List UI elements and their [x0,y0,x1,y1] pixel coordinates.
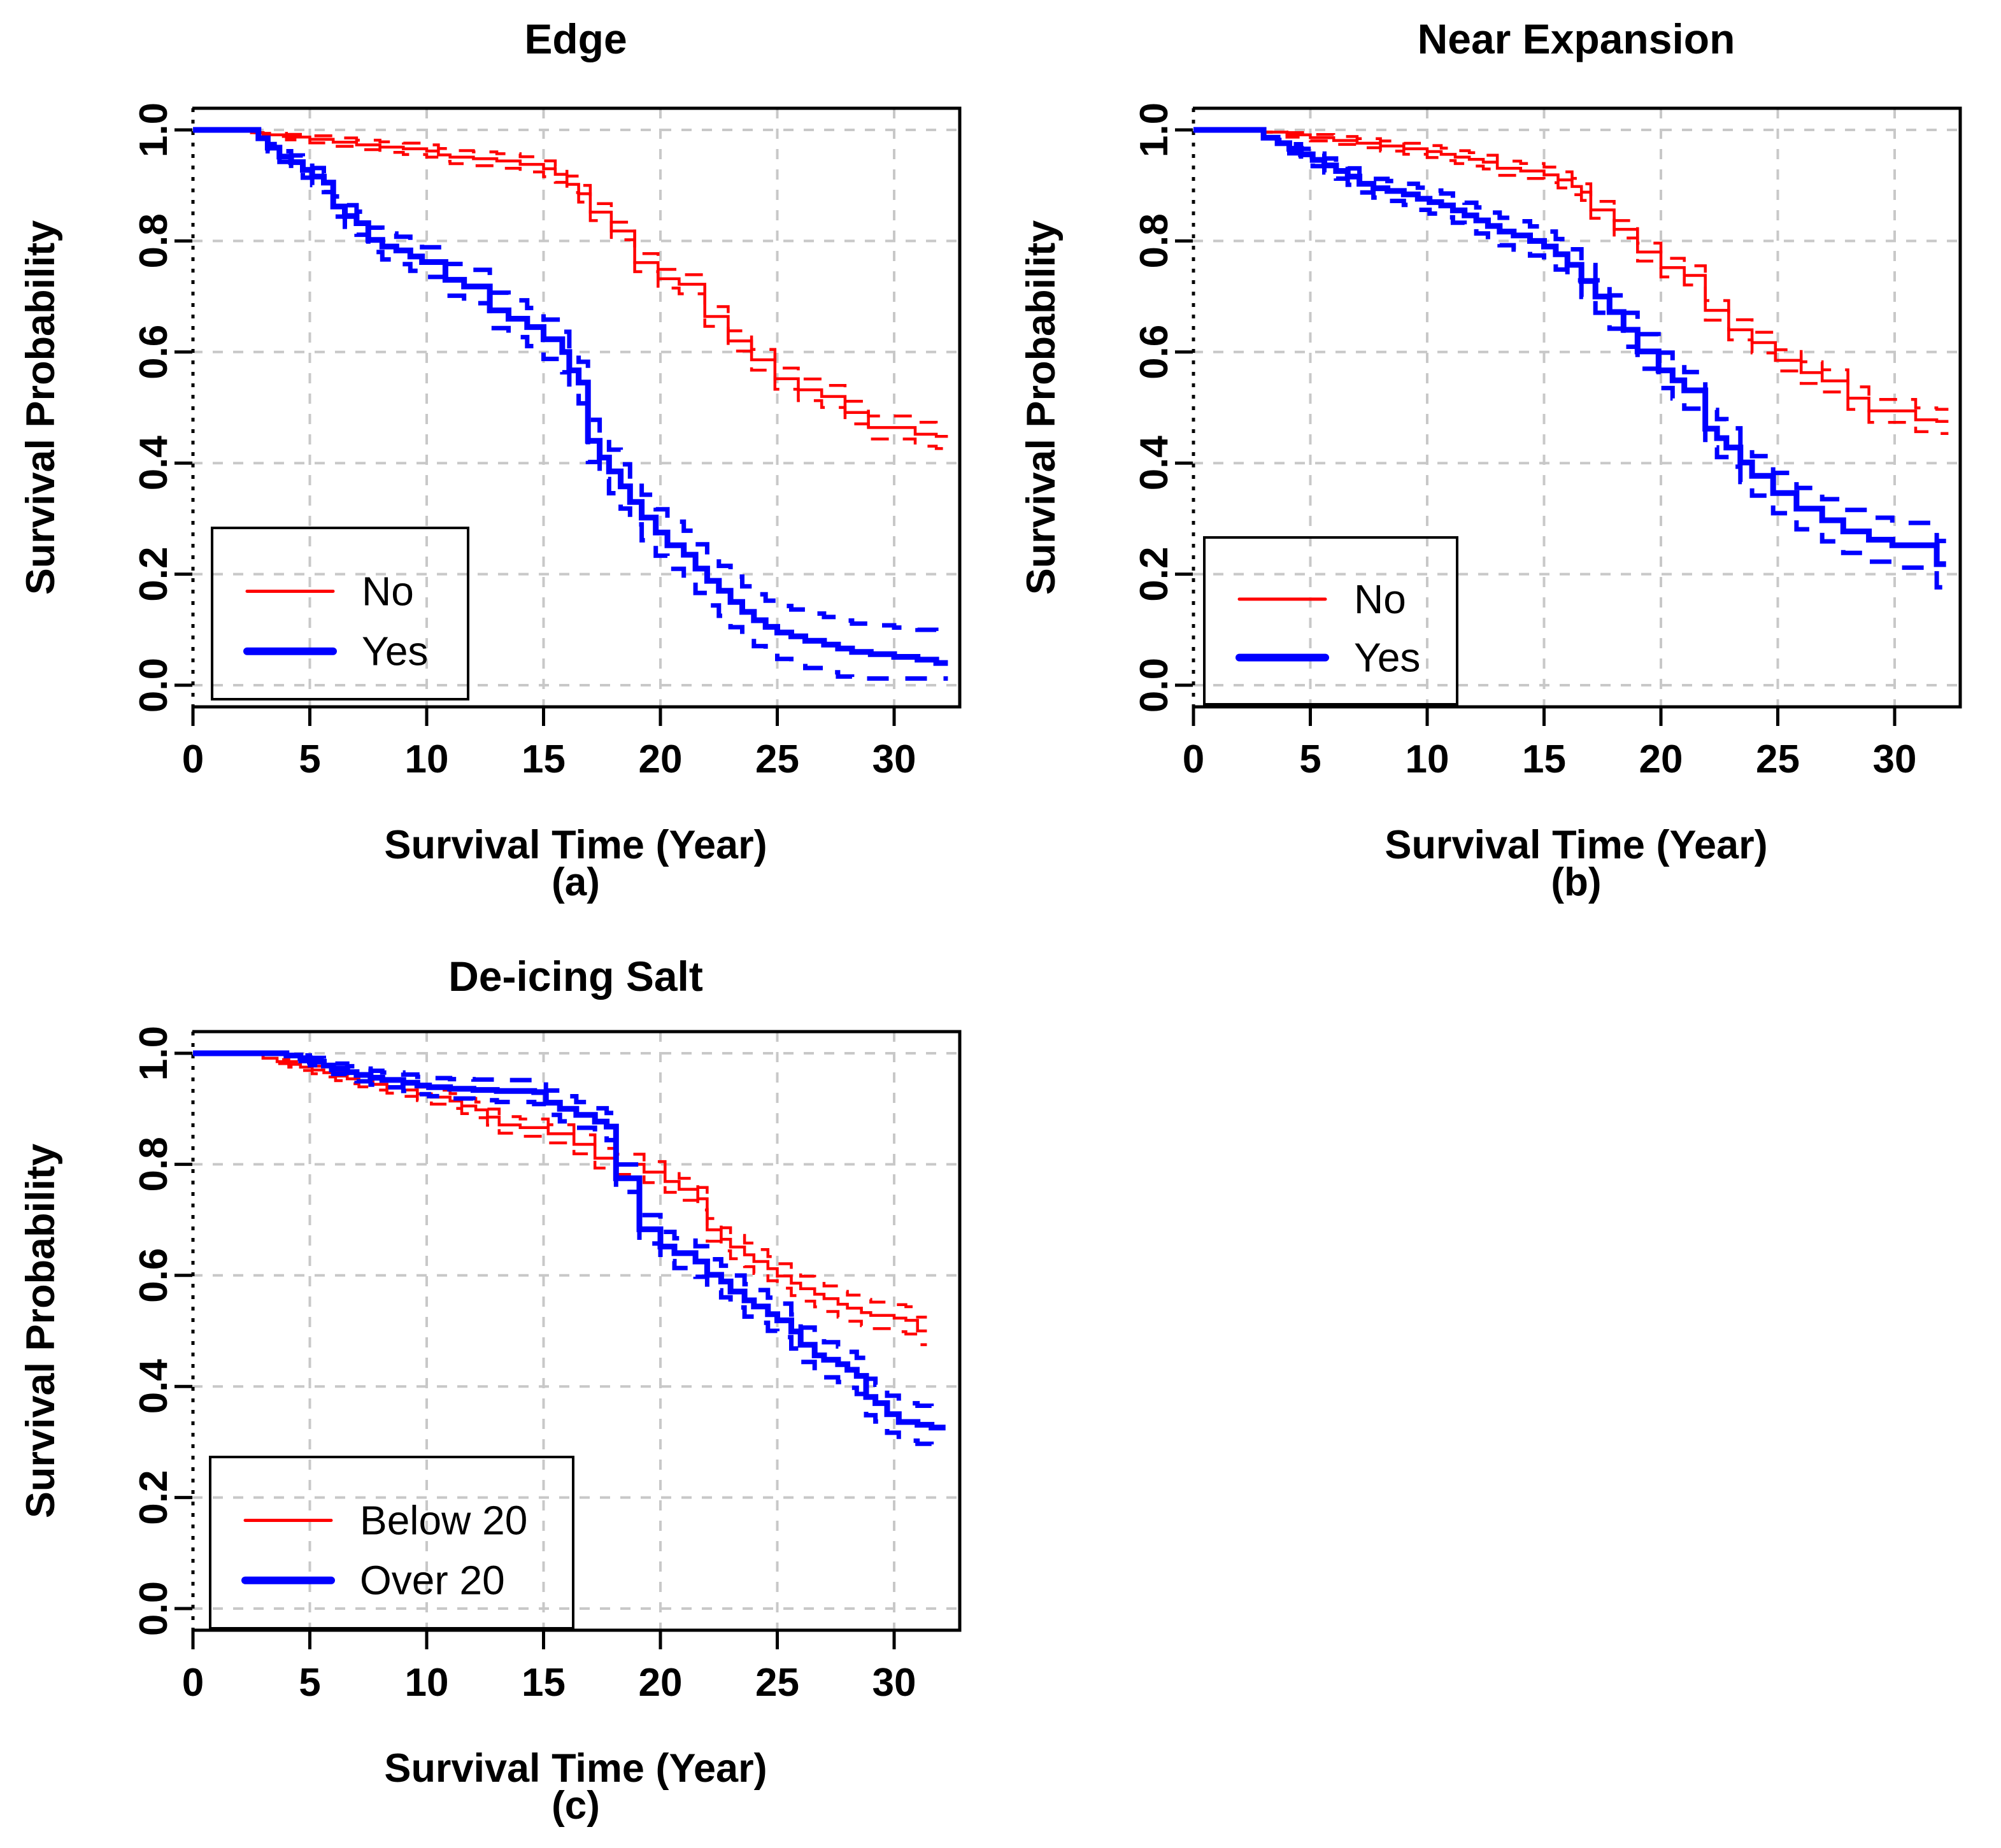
legend-box [1203,536,1458,706]
y-tick-label-0.0: 0.0 [1132,658,1176,713]
y-tick-label-0.6: 0.6 [1132,325,1176,380]
plot-title: De-icing Salt [448,953,703,1000]
legend-label-yes: Yes [362,629,428,674]
x-axis-label: Survival Time (Year) [1385,823,1767,867]
x-tick-label-25: 25 [1756,737,1800,781]
plot-border [192,106,962,709]
ci-lower-over-20 [193,1051,946,1449]
y-axis-label: Survival Probability [1019,220,1064,595]
x-tick-label-15: 15 [1522,737,1566,781]
y-tick-label-1.0: 1.0 [132,1026,176,1081]
km-curve-no [1193,128,1949,423]
y-tick-label-0.8: 0.8 [132,213,176,268]
survival-plot-near-expansion: 0 5 10 15 20 25 30 0.0 0.2 0.4 0.6 0.8 1.0 Near Expan… [1019,15,1962,904]
legend-label-no: No [1354,576,1406,622]
x-tick-label-20: 20 [639,1661,683,1705]
km-curve-yes [193,127,948,666]
ci-upper-below-20 [193,1051,927,1319]
ci-lower-no [1193,128,1949,436]
y-axis-label: Survival Probability [18,220,63,595]
x-tick-label-5: 5 [299,737,320,781]
y-tick-label-1.0: 1.0 [132,103,176,157]
ci-lower-yes [193,127,948,681]
x-tick-label-20: 20 [1639,737,1683,781]
x-tick-label-25: 25 [755,737,799,781]
y-tick-label-0.4: 0.4 [132,1359,176,1414]
plot-border [192,1030,962,1632]
y-tick-label-0.2: 0.2 [132,1470,176,1525]
ci-upper-over-20 [193,1051,946,1411]
plot-border [1193,106,1962,709]
y-tick-label-0.0: 0.0 [132,1581,176,1636]
subplot-label: (a) [552,860,600,904]
y-tick-label-0.2: 0.2 [132,546,176,601]
ci-upper-no [193,128,948,426]
y-tick-label-1.0: 1.0 [1132,103,1176,157]
x-axis-label: Survival Time (Year) [384,1746,767,1791]
x-tick-label-5: 5 [1299,737,1321,781]
x-tick-label-30: 30 [872,737,916,781]
ci-lower-below-20 [193,1051,927,1346]
x-tick-label-0: 0 [182,737,204,781]
x-tick-label-5: 5 [299,1661,320,1705]
y-tick-label-0.2: 0.2 [1132,546,1176,601]
x-tick-label-15: 15 [522,737,566,781]
y-tick-label-0.8: 0.8 [1132,213,1176,268]
km-curve-over-20 [193,1050,946,1431]
survival-plot-edge: 0 5 10 15 20 25 30 0.0 0.2 0.4 0.6 0.8 1.0 Edge Surviv… [18,15,962,904]
legend-box [209,1456,574,1630]
y-tick-label-0.4: 0.4 [1132,436,1176,491]
x-tick-label-20: 20 [639,737,683,781]
y-tick-label-0.6: 0.6 [132,325,176,380]
legend-label-no: No [362,569,414,615]
y-tick-label-0.0: 0.0 [132,658,176,713]
x-tick-label-10: 10 [405,1661,449,1705]
y-axis-label: Survival Probability [18,1144,63,1518]
subplot-label: (c) [552,1784,600,1828]
x-tick-label-10: 10 [405,737,449,781]
x-tick-label-10: 10 [1406,737,1449,781]
km-curve-yes [1193,127,1946,567]
legend-box [211,527,469,700]
ci-upper-yes [193,127,948,636]
legend-label-yes: Yes [1354,635,1420,681]
x-tick-label-0: 0 [182,1661,204,1705]
survival-plot-deicing-salt: 0 5 10 15 20 25 30 0.0 0.2 0.4 0.6 0.8 1.0 De-icing S… [18,953,962,1828]
x-tick-label-30: 30 [872,1661,916,1705]
ci-lower-no [193,128,948,450]
y-tick-label-0.8: 0.8 [132,1137,176,1191]
km-curve-no [193,128,948,438]
x-tick-label-15: 15 [522,1661,566,1705]
plot-title: Edge [524,15,627,62]
ci-upper-no [1193,128,1949,411]
ci-upper-yes [1193,127,1946,543]
plot-title: Near Expansion [1418,15,1735,62]
y-tick-label-0.4: 0.4 [132,436,176,491]
y-tick-label-0.6: 0.6 [132,1248,176,1303]
km-curve-below-20 [193,1051,927,1333]
subplot-label: (b) [1551,860,1601,904]
x-tick-label-30: 30 [1873,737,1917,781]
ci-lower-yes [1193,127,1946,590]
x-axis-label: Survival Time (Year) [384,823,767,867]
x-tick-label-25: 25 [755,1661,799,1705]
legend-label-over-20: Over 20 [360,1558,505,1603]
legend-label-below-20: Below 20 [360,1498,527,1544]
x-tick-label-0: 0 [1183,737,1204,781]
